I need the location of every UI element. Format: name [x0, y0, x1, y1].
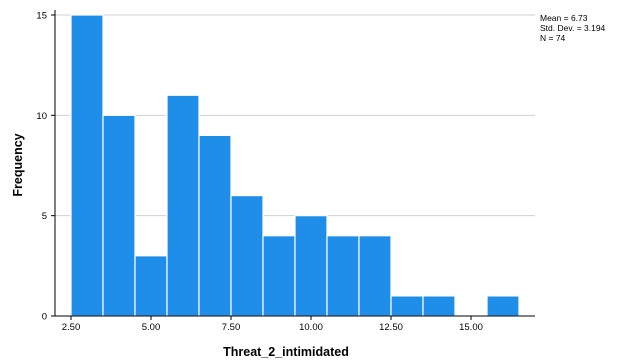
y-tick-label-0: 0 — [42, 312, 47, 323]
x-tick-label-4: 12.50 — [379, 322, 403, 333]
histogram-bar-9 — [358, 235, 392, 317]
tick-labels: 0 5 10 15 2.50 5.00 7.50 10.00 12.50 15.00 — [36, 11, 482, 334]
y-tick-label-3: 15 — [36, 11, 47, 22]
histogram-bar-6 — [262, 235, 296, 317]
histogram-bar-4 — [198, 134, 232, 317]
x-tick-label-0: 2.50 — [62, 322, 81, 333]
y-axis-title: Frequency — [11, 133, 25, 196]
x-tick-label-3: 10.00 — [299, 322, 323, 333]
histogram-bar-1 — [102, 114, 136, 317]
histogram-bar-5 — [230, 195, 264, 317]
stats-std-dev: Std. Dev. = 3.194 — [540, 23, 606, 33]
x-tick-label-5: 15.00 — [459, 322, 483, 333]
histogram-bars — [70, 14, 520, 317]
histogram-bar-10 — [390, 295, 424, 317]
histogram-bar-13 — [486, 295, 520, 317]
y-tick-label-2: 10 — [36, 111, 47, 122]
histogram-bar-7 — [294, 215, 328, 317]
y-tick-label-1: 5 — [42, 211, 47, 222]
stats-mean: Mean = 6.73 — [540, 13, 588, 23]
stats-n: N = 74 — [540, 33, 566, 43]
histogram-bar-0 — [70, 14, 104, 317]
histogram-bar-8 — [326, 235, 360, 317]
axes — [51, 10, 535, 320]
x-axis-title: Threat_2_intimidated — [223, 345, 349, 359]
histogram-bar-11 — [422, 295, 456, 317]
histogram-bar-2 — [134, 255, 168, 317]
x-tick-label-2: 7.50 — [222, 322, 241, 333]
stats-box: Mean = 6.73 Std. Dev. = 3.194 N = 74 — [540, 13, 606, 43]
histogram-bar-3 — [166, 94, 200, 317]
x-tick-label-1: 5.00 — [142, 322, 161, 333]
